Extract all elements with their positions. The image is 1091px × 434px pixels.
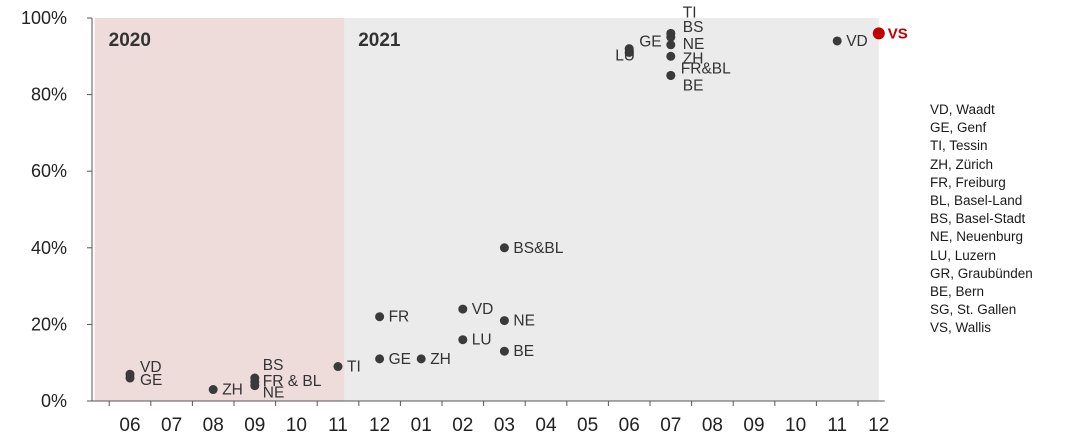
axes: 0% 20% 40% 60% 80% 100% 06 07 08 09 10 11 12 01 02 03 04… <box>21 8 889 434</box>
data-label: TI <box>347 359 361 376</box>
x-tick-label: 09 <box>743 415 764 434</box>
x-tick-label: 10 <box>785 415 806 434</box>
data-label: GE <box>639 34 661 51</box>
data-point-lu <box>458 335 468 345</box>
data-label: VD <box>846 33 868 50</box>
period-regions: 2020 2021 <box>94 18 879 401</box>
data-label: BS&BL <box>513 240 563 257</box>
data-point-ge <box>375 354 385 364</box>
y-tick-label: 0% <box>41 391 67 411</box>
y-tick-label: 80% <box>31 85 67 105</box>
legend-entry: VS, Wallis <box>930 320 992 336</box>
data-label: GE <box>389 351 411 368</box>
x-tick-label: 09 <box>244 415 265 434</box>
data-label: FR&BL <box>681 60 731 77</box>
data-label: ZH <box>683 50 704 67</box>
y-tick-label: 60% <box>31 161 67 181</box>
x-tick-label: 03 <box>494 415 515 434</box>
data-label: ZH <box>430 351 451 368</box>
data-point-zh <box>416 354 426 364</box>
data-label: LU <box>472 332 492 349</box>
legend: VD, Waadt GE, Genf TI, Tessin ZH, Zürich… <box>930 101 1090 338</box>
x-tick-label: 08 <box>203 415 224 434</box>
legend-entry: BL, Basel-Land <box>930 193 1023 209</box>
x-tick-label: 10 <box>286 415 307 434</box>
legend-entry: TI, Tessin <box>930 138 988 154</box>
legend-entry: GE, Genf <box>930 120 987 136</box>
x-tick-label: 06 <box>119 415 140 434</box>
data-label: NE <box>263 385 285 402</box>
x-tick-label: 11 <box>827 415 847 434</box>
legend-entry: VD, Waadt <box>930 102 995 117</box>
data-point-ne <box>499 316 509 326</box>
legend-entry: BS, Basel-Stadt <box>930 211 1026 227</box>
data-label: GE <box>140 372 162 389</box>
x-tick-label: 08 <box>702 415 723 434</box>
data-point-ne <box>250 381 260 391</box>
data-label: VS <box>888 25 908 42</box>
data-label: BE <box>683 77 704 94</box>
data-label: NE <box>683 36 705 53</box>
data-label: VD <box>140 359 162 376</box>
region-2021 <box>344 18 879 401</box>
legend-entry: FR, Freiburg <box>930 174 1006 190</box>
x-tick-label: 07 <box>161 415 182 434</box>
data-point-lu <box>624 47 634 57</box>
data-point-zh <box>666 51 676 61</box>
data-point-zh <box>208 385 218 395</box>
data-point-be <box>666 70 676 80</box>
y-tick-label: 100% <box>21 8 67 28</box>
data-point-ti <box>333 362 343 372</box>
legend-entry: ZH, Zürich <box>930 156 994 172</box>
legend-entry: BE, Bern <box>930 284 985 300</box>
data-label: BS <box>683 19 704 36</box>
x-tick-label: 11 <box>328 415 348 434</box>
x-tick-label: 07 <box>660 415 681 434</box>
x-tick-label: 06 <box>619 415 640 434</box>
data-label: ZH <box>222 382 243 399</box>
region-label: 2021 <box>358 30 401 51</box>
y-tick-label: 20% <box>31 314 67 334</box>
data-point-be <box>499 346 509 356</box>
legend-entry: LU, Luzern <box>930 247 997 263</box>
x-tick-label: 05 <box>577 415 598 434</box>
data-point-vd <box>458 304 468 314</box>
data-label: VD <box>472 301 494 318</box>
data-point-ge <box>125 373 135 383</box>
region-label: 2020 <box>109 30 151 51</box>
x-tick-label: 12 <box>369 415 390 434</box>
data-point-bs-bl <box>499 243 509 253</box>
data-point-ne <box>666 40 676 50</box>
legend-entry: SG, St. Gallen <box>930 302 1017 318</box>
data-point-vs <box>872 27 885 40</box>
data-label: NE <box>513 313 535 330</box>
data-label: TI <box>683 4 697 21</box>
data-point-fr <box>375 312 385 322</box>
data-point-vd <box>832 36 842 46</box>
data-label: FR & BL <box>263 373 322 390</box>
x-tick-label: 12 <box>868 415 889 434</box>
data-label: BS <box>263 357 284 374</box>
data-label: BE <box>513 343 534 360</box>
region-2020 <box>94 18 380 401</box>
x-tick-label: 04 <box>535 415 557 434</box>
legend-entry: NE, Neuenburg <box>930 229 1024 245</box>
data-point-bs <box>666 32 676 42</box>
y-tick-label: 40% <box>31 238 67 258</box>
x-tick-label: 02 <box>452 415 473 434</box>
data-label: LU <box>615 47 635 64</box>
x-tick-label: 01 <box>411 415 432 434</box>
data-label: FR <box>389 309 410 326</box>
legend-entry: GR, Graubünden <box>930 265 1033 281</box>
